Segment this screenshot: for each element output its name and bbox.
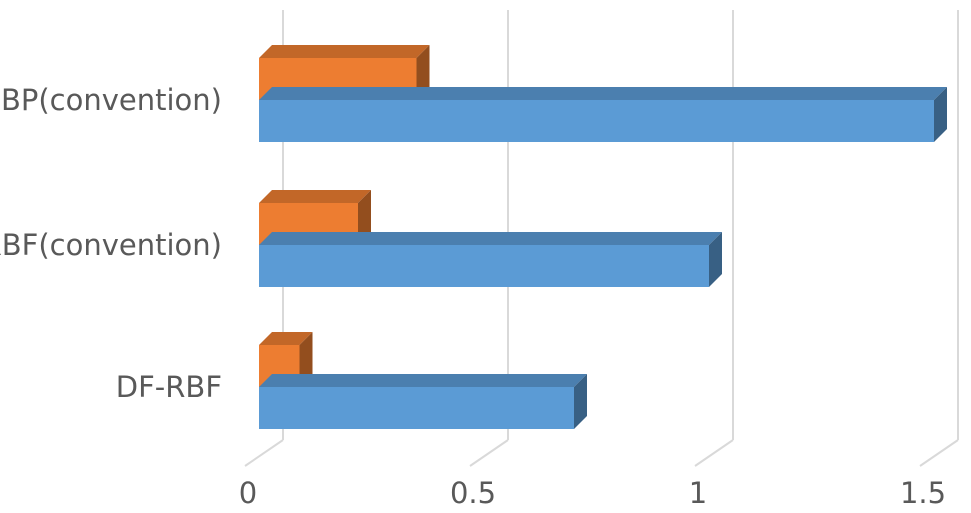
bar-blue-1-side (709, 232, 722, 287)
category-label-0: BP(convention) (1, 83, 222, 117)
x-tick-label-2: 1 (689, 476, 707, 510)
category-labels: BP(convention) RBF(convention) DF-RBF (0, 83, 222, 404)
x-tick-label-1: 0.5 (450, 476, 496, 510)
bar-blue-0 (259, 87, 947, 142)
bar-blue-1-top (259, 232, 722, 245)
floor-line-1 (469, 439, 509, 467)
bar-blue-2-front (259, 387, 574, 429)
bar-orange-1-top (259, 190, 371, 203)
bar-orange-2-top (259, 332, 313, 345)
floor-line-2 (694, 439, 734, 467)
category-label-1: RBF(convention) (0, 228, 222, 262)
bar-blue-2 (259, 374, 587, 429)
bar-blue-1 (259, 232, 722, 287)
bar-blue-1-front (259, 245, 709, 287)
bar-orange-0-top (259, 45, 430, 58)
bar-blue-0-front (259, 100, 934, 142)
x-tick-label-3: 1.5 (900, 476, 946, 510)
bar-blue-0-top (259, 87, 947, 100)
x-axis-tick-labels: 0 0.5 1 1.5 (239, 476, 946, 510)
bar-orange-2-side (299, 332, 313, 387)
x-tick-label-0: 0 (239, 476, 257, 510)
floor-line-0 (244, 439, 284, 467)
bar-blue-2-top (259, 374, 587, 387)
category-label-2: DF-RBF (116, 370, 222, 404)
bar-orange-1-side (358, 190, 371, 245)
bars (259, 45, 947, 429)
bar-orange-0-side (416, 45, 430, 100)
chart-floor (244, 439, 959, 467)
bar-blue-0-side (934, 87, 947, 142)
floor-line-3 (919, 439, 959, 467)
bar-blue-2-side (574, 374, 587, 429)
